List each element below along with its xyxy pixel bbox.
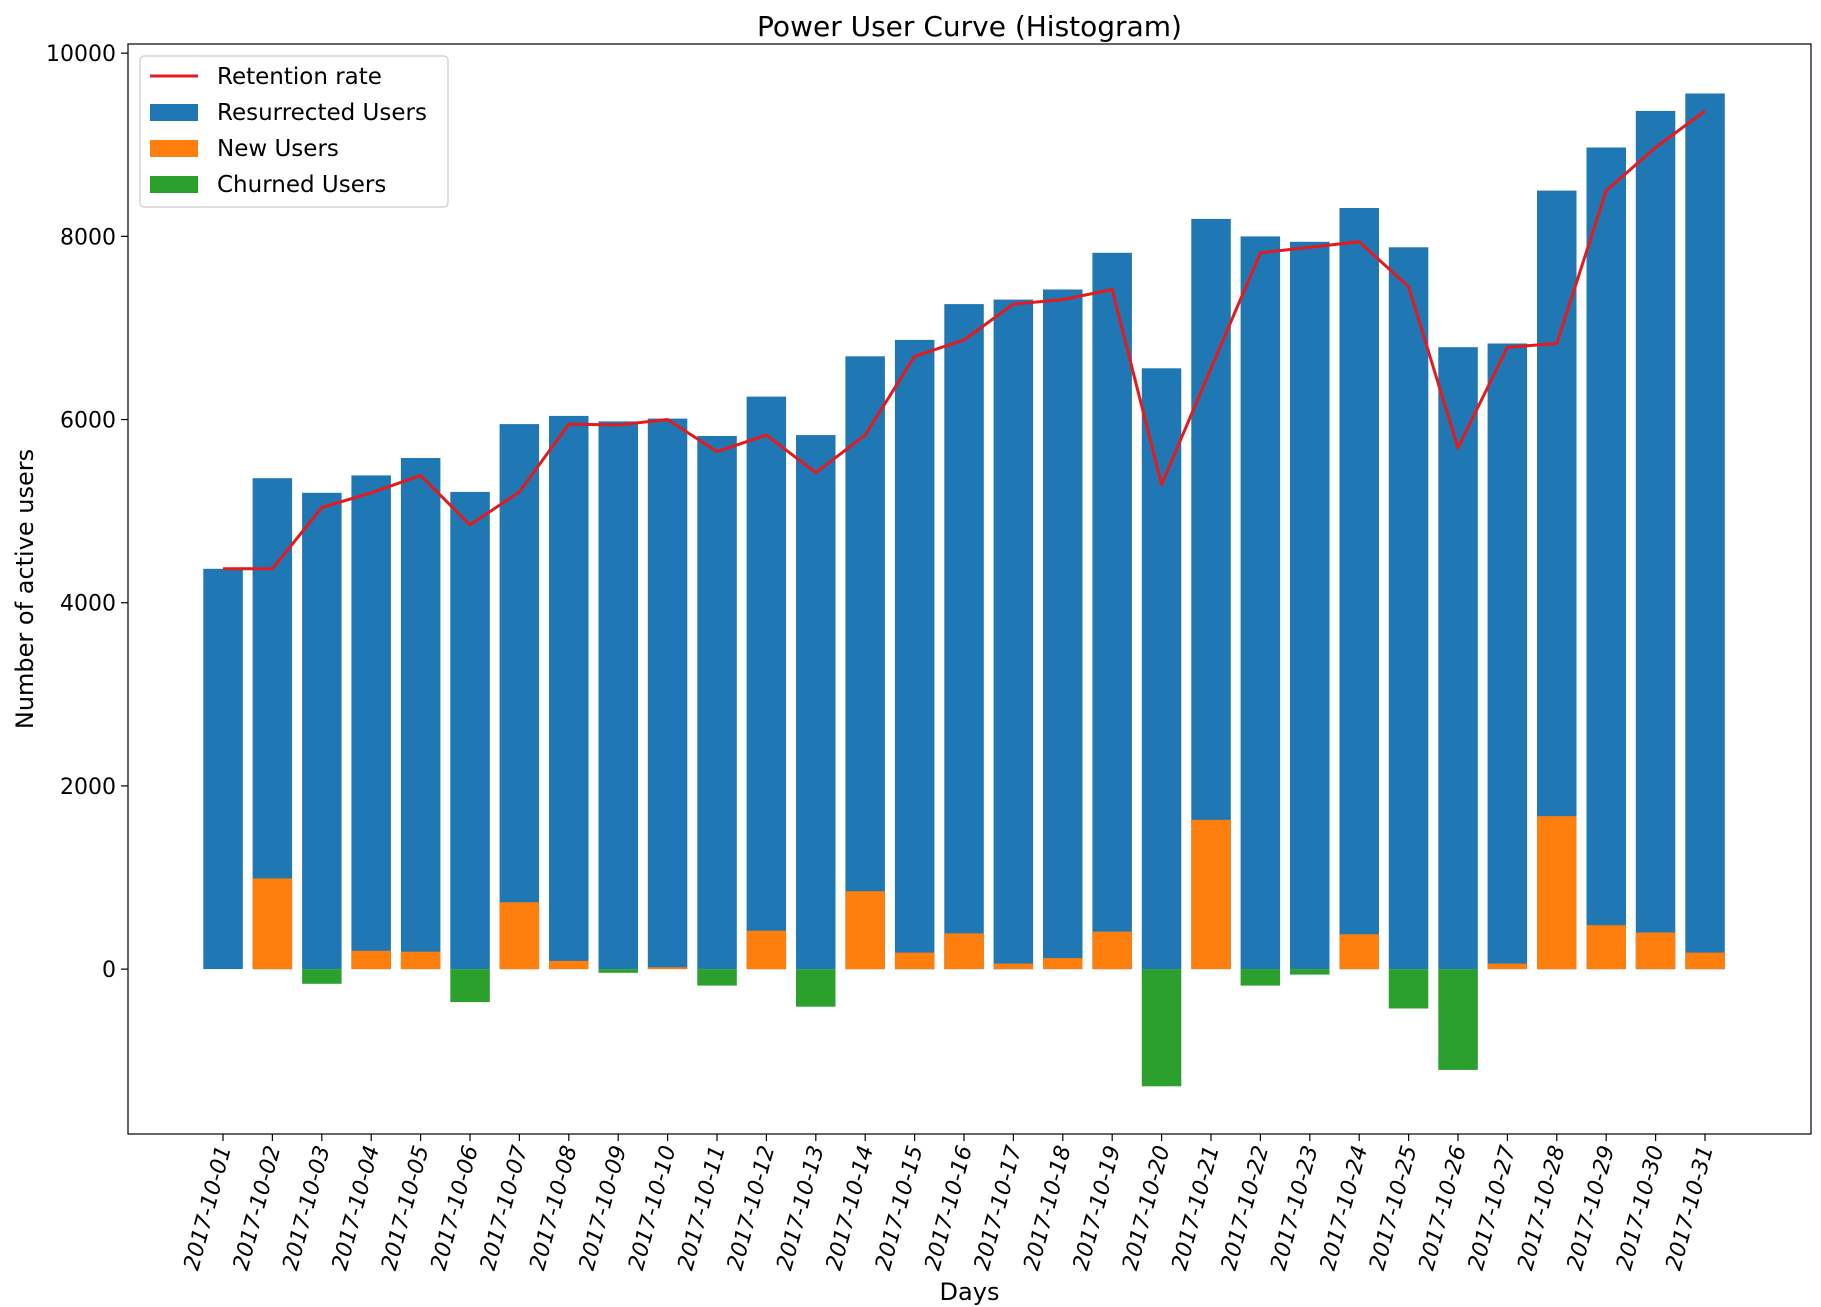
- resurrected-users-bar: [1290, 241, 1330, 970]
- resurrected-users-bar: [697, 436, 737, 970]
- legend-swatch-resurrected-users: [150, 104, 198, 121]
- legend-label-new-users: New Users: [217, 136, 339, 162]
- resurrected-users-bar: [499, 424, 540, 970]
- resurrected-users-bar: [894, 339, 935, 970]
- y-tick-label: 8000: [60, 225, 116, 250]
- legend-label-resurrected-users: Resurrected Users: [217, 100, 427, 126]
- new-users-bar: [894, 952, 935, 970]
- new-users-bar: [845, 891, 885, 970]
- retention-rate-line: [223, 109, 1706, 571]
- churned-users-bar: [598, 969, 638, 973]
- new-users-bar: [1339, 934, 1379, 970]
- resurrected-users-bar: [598, 421, 638, 970]
- churned-users-bar: [1240, 969, 1281, 986]
- resurrected-users-bar: [845, 356, 885, 970]
- y-tick-label: 10000: [46, 42, 116, 67]
- resurrected-users-bar: [302, 492, 342, 970]
- new-users-bar: [1537, 816, 1577, 970]
- resurrected-users-bar: [1043, 289, 1083, 970]
- resurrected-users-bar: [746, 396, 787, 970]
- resurrected-users-bar: [1141, 368, 1182, 970]
- new-users-bar: [1092, 931, 1132, 970]
- new-users-bar: [549, 960, 589, 970]
- resurrected-users-bar: [351, 475, 391, 970]
- resurrected-users-bar: [1092, 252, 1132, 970]
- new-users-bar: [1043, 958, 1083, 970]
- churned-users-bar: [796, 969, 836, 1007]
- bars-layer: [203, 93, 1725, 1087]
- new-users-bar: [1685, 952, 1725, 970]
- legend: Retention rate Resurrected Users New Users…: [139, 55, 449, 208]
- new-users-bar: [944, 933, 984, 970]
- legend-label-retention-rate: Retention rate: [217, 64, 382, 90]
- x-axis-label: Days: [940, 1278, 1000, 1306]
- new-users-bar: [1487, 963, 1528, 970]
- y-tick-label: 2000: [60, 775, 116, 800]
- resurrected-users-bar: [647, 418, 688, 970]
- new-users-bar: [1586, 925, 1626, 970]
- y-tick-label: 6000: [60, 409, 116, 434]
- churned-users-bar: [1141, 969, 1182, 1087]
- resurrected-users-bar: [1438, 347, 1478, 970]
- new-users-bar: [1635, 932, 1676, 970]
- new-users-bar: [252, 878, 293, 970]
- chart-title: Power User Curve (Histogram): [757, 10, 1182, 43]
- resurrected-users-bar: [1339, 208, 1379, 970]
- y-axis-label: Number of active users: [11, 449, 39, 729]
- resurrected-users-bar: [450, 491, 490, 970]
- resurrected-users-bar: [1685, 93, 1725, 970]
- y-tick-label: 0: [102, 958, 116, 983]
- new-users-bar: [351, 950, 391, 970]
- churned-users-bar: [1388, 969, 1429, 1009]
- new-users-bar: [499, 902, 540, 970]
- resurrected-users-bar: [203, 568, 243, 970]
- resurrected-users-bar: [1635, 110, 1676, 970]
- churned-users-bar: [1438, 969, 1478, 1070]
- legend-swatch-churned-users: [150, 176, 198, 193]
- resurrected-users-bar: [400, 458, 441, 970]
- resurrected-users-bar: [1240, 236, 1281, 970]
- resurrected-users-bar: [944, 304, 984, 970]
- churned-users-bar: [697, 969, 737, 986]
- new-users-bar: [1191, 819, 1231, 970]
- resurrected-users-bar: [1586, 147, 1626, 970]
- new-users-bar: [400, 951, 441, 970]
- new-users-bar: [746, 930, 787, 970]
- new-users-bar: [647, 967, 688, 970]
- retention-line-layer: [223, 109, 1706, 571]
- resurrected-users-bar: [1388, 247, 1429, 970]
- churned-users-bar: [302, 969, 342, 984]
- churned-users-bar: [450, 969, 490, 1003]
- legend-label-churned-users: Churned Users: [217, 172, 386, 198]
- resurrected-users-bar: [549, 415, 589, 970]
- plot-frame: [127, 43, 1812, 1135]
- legend-swatch-new-users: [150, 140, 198, 157]
- resurrected-users-bar: [1487, 343, 1528, 970]
- resurrected-users-bar: [993, 299, 1034, 970]
- new-users-bar: [993, 963, 1034, 970]
- churned-users-bar: [1290, 969, 1330, 975]
- y-tick-label: 4000: [60, 592, 116, 617]
- resurrected-users-bar: [796, 435, 836, 970]
- legend-box: [139, 55, 449, 208]
